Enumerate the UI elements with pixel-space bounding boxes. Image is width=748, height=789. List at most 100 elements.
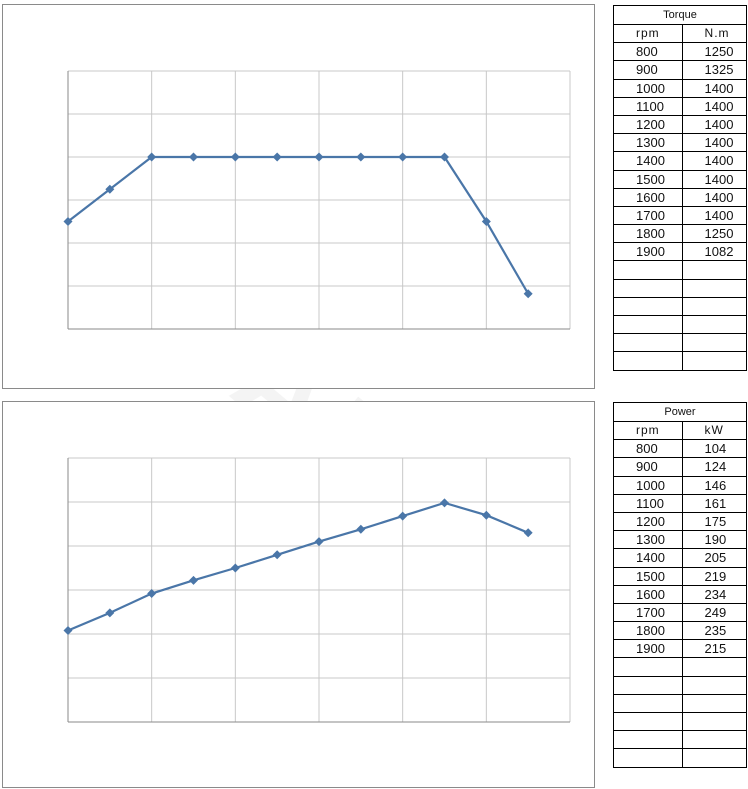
table-row: 1300 190 xyxy=(613,530,748,550)
table-cell-empty xyxy=(613,748,683,768)
data-point xyxy=(481,510,491,520)
torque-table-col-rpm: rpm xyxy=(613,23,683,44)
table-row: 1900 1082 xyxy=(613,242,748,262)
table-row: 1500 219 xyxy=(613,566,748,586)
table-cell-value: 1400 xyxy=(681,78,748,98)
data-point xyxy=(356,524,366,534)
data-point xyxy=(356,152,366,162)
table-cell-rpm: 1400 xyxy=(613,548,683,568)
table-row: 1000 1400 xyxy=(613,78,748,98)
data-point xyxy=(230,563,240,573)
table-row: 1700 249 xyxy=(613,602,748,623)
table-cell-empty xyxy=(681,333,748,353)
table-cell-value: 234 xyxy=(681,584,748,604)
table-cell-rpm: 1700 xyxy=(613,602,683,623)
table-cell-rpm: 1000 xyxy=(613,475,683,495)
table-row-empty xyxy=(613,657,748,677)
table-row: 900 1325 xyxy=(613,60,748,80)
table-cell-rpm: 900 xyxy=(613,60,683,80)
table-cell-value: 1082 xyxy=(681,242,748,262)
table-cell-value: 1400 xyxy=(681,151,748,171)
data-point xyxy=(63,217,73,226)
table-cell-empty xyxy=(613,333,683,353)
table-cell-value: 235 xyxy=(681,621,748,641)
data-point xyxy=(105,184,115,194)
table-cell-empty xyxy=(681,693,748,714)
table-row: 1100 1400 xyxy=(613,96,748,116)
torque-chart xyxy=(63,70,571,330)
torque-table: Torque rpm N.m 800 1250 900 1325 1000 1400 110… xyxy=(613,5,748,371)
table-cell-value: 1400 xyxy=(681,133,748,153)
table-cell-value: 1325 xyxy=(681,60,748,80)
table-row: 900 124 xyxy=(613,457,748,477)
table-cell-rpm: 1500 xyxy=(613,566,683,586)
table-cell-value: 1400 xyxy=(681,96,748,116)
data-point xyxy=(272,550,282,560)
table-row-empty xyxy=(613,296,748,317)
table-cell-rpm: 1700 xyxy=(613,205,683,226)
table-row: 1700 1400 xyxy=(613,205,748,226)
table-row-empty xyxy=(613,278,748,298)
table-cell-empty xyxy=(681,711,748,732)
data-point xyxy=(523,528,533,538)
table-cell-empty xyxy=(681,351,748,371)
power-chart xyxy=(63,457,571,723)
data-point xyxy=(314,152,324,162)
table-row: 800 104 xyxy=(613,439,748,459)
table-cell-empty xyxy=(681,730,748,750)
table-cell-rpm: 800 xyxy=(613,42,683,62)
series-line xyxy=(67,155,530,295)
data-point xyxy=(189,152,198,162)
table-cell-empty xyxy=(613,260,683,280)
power-table: Power rpm kW 800 104 900 124 1000 146 1100 161 1… xyxy=(613,402,748,768)
table-cell-empty xyxy=(681,657,748,677)
table-row-empty xyxy=(613,260,748,280)
table-row: 1400 1400 xyxy=(613,151,748,171)
data-point xyxy=(398,152,408,162)
table-cell-rpm: 900 xyxy=(613,457,683,477)
table-row-empty xyxy=(613,711,748,732)
table-cell-empty xyxy=(681,278,748,298)
data-point xyxy=(398,511,408,521)
table-cell-empty xyxy=(613,675,683,695)
table-row-empty xyxy=(613,730,748,750)
table-cell-empty xyxy=(681,296,748,317)
table-cell-value: 215 xyxy=(681,639,748,659)
table-row: 1600 1400 xyxy=(613,187,748,207)
table-cell-value: 1250 xyxy=(681,224,748,244)
data-point xyxy=(272,152,282,162)
table-row: 1200 1400 xyxy=(613,114,748,135)
table-cell-rpm: 1800 xyxy=(613,224,683,244)
table-cell-value: 1400 xyxy=(681,114,748,135)
data-point xyxy=(63,625,73,635)
table-cell-empty xyxy=(613,351,683,371)
table-cell-empty xyxy=(613,711,683,732)
table-cell-value: 124 xyxy=(681,457,748,477)
torque-table-col-nm: N.m xyxy=(681,23,748,44)
table-cell-rpm: 1200 xyxy=(613,114,683,135)
table-cell-rpm: 1900 xyxy=(613,639,683,659)
table-cell-empty xyxy=(681,748,748,768)
torque-chart-panel xyxy=(2,4,595,389)
table-cell-value: 190 xyxy=(681,530,748,550)
table-cell-rpm: 1600 xyxy=(613,584,683,604)
table-row: 1600 234 xyxy=(613,584,748,604)
table-row: 1400 205 xyxy=(613,548,748,568)
table-cell-empty xyxy=(613,278,683,298)
table-cell-rpm: 1100 xyxy=(613,493,683,513)
table-cell-value: 205 xyxy=(681,548,748,568)
power-table-col-rpm: rpm xyxy=(613,420,683,441)
torque-table-title: Torque xyxy=(613,5,747,25)
data-point xyxy=(314,537,324,547)
series-line xyxy=(67,501,529,632)
table-cell-rpm: 1300 xyxy=(613,530,683,550)
table-cell-value: 161 xyxy=(681,493,748,513)
table-cell-rpm: 1800 xyxy=(613,621,683,641)
table-cell-empty xyxy=(613,314,683,335)
data-point xyxy=(147,589,157,599)
data-point xyxy=(440,498,449,508)
table-row: 1500 1400 xyxy=(613,169,748,189)
power-chart-panel xyxy=(2,401,595,788)
table-cell-value: 219 xyxy=(681,566,748,586)
table-row-empty xyxy=(613,748,748,768)
